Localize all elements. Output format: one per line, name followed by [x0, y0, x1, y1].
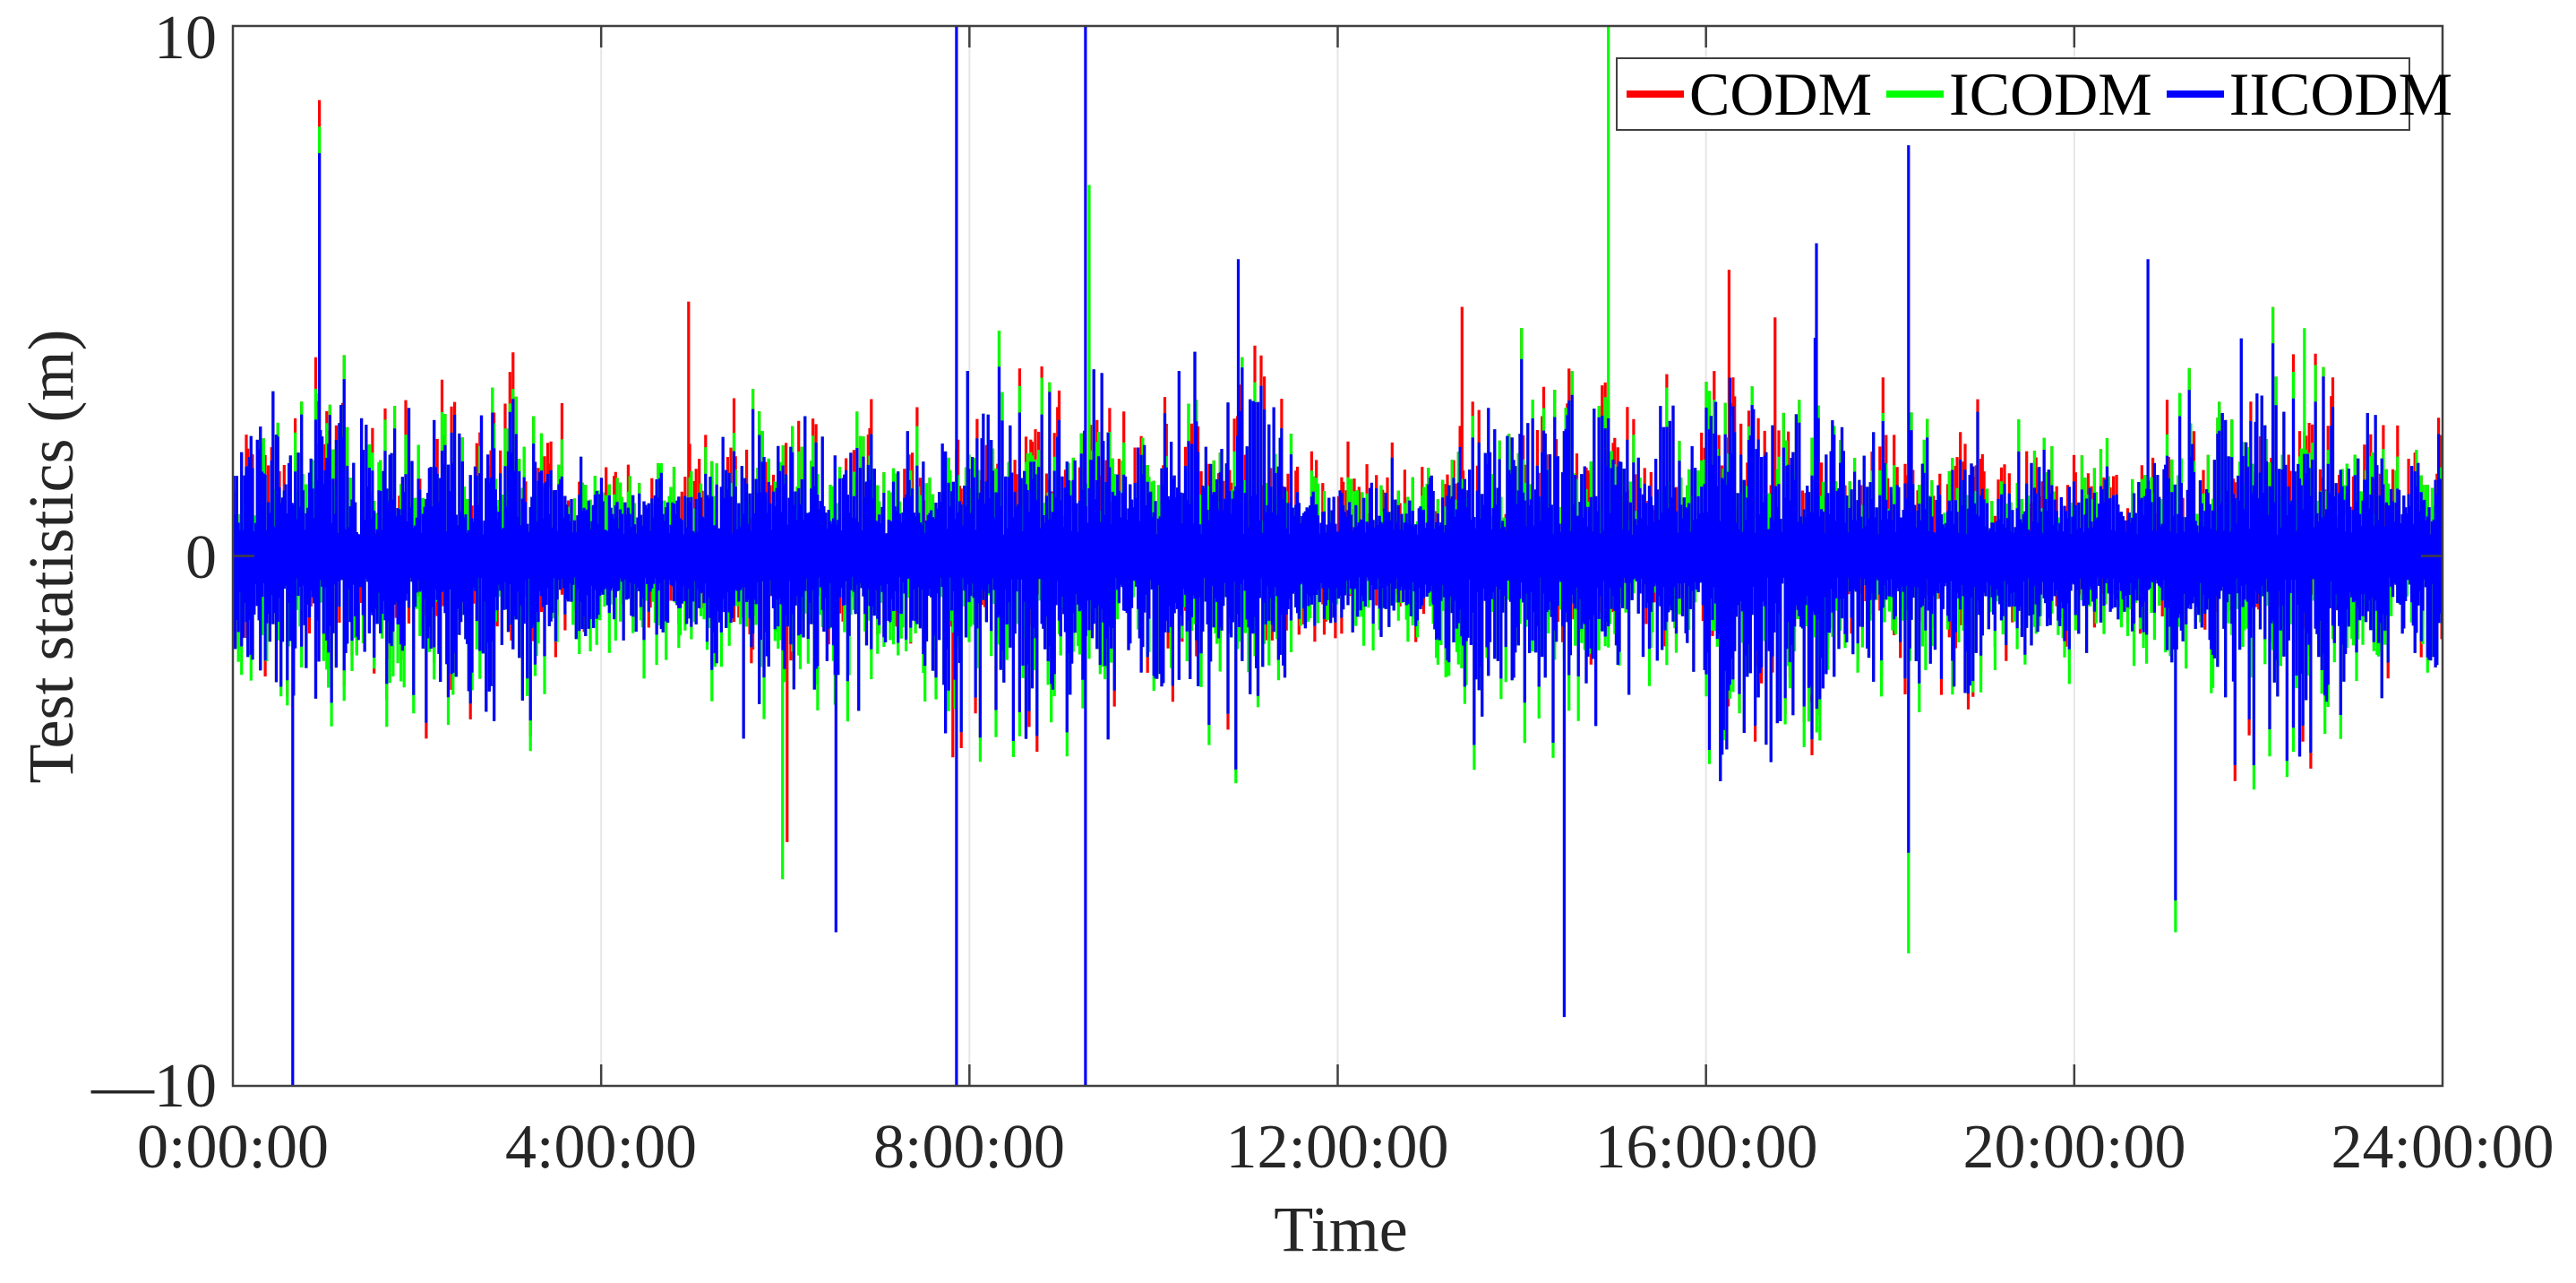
xtick-label-20: 20:00:00 — [1962, 1113, 2186, 1182]
axes-frame — [231, 24, 2444, 1088]
y-axis-label: Test statistics (m) — [15, 329, 87, 784]
legend-swatch-red-line-icon — [1627, 90, 1684, 98]
xtick-label-24: 24:00:00 — [2331, 1113, 2555, 1182]
xtick-label-16: 16:00:00 — [1594, 1113, 1818, 1182]
x-axis-label: Time — [1274, 1193, 1408, 1265]
xtick-label-8: 8:00:00 — [873, 1113, 1065, 1182]
legend-item-iicodm: IICODM — [2166, 60, 2453, 128]
legend: CODM ICODM IICODM — [1616, 57, 2452, 131]
legend-label: CODM — [1689, 60, 1873, 128]
xtick-label-0: 0:00:00 — [137, 1113, 329, 1182]
ytick-label-top: 10 — [154, 4, 217, 73]
legend-swatch-blue-line-icon — [2166, 90, 2224, 98]
legend-label: ICODM — [1949, 60, 2152, 128]
legend-item-codm: CODM — [1627, 64, 1872, 125]
xtick-label-4: 4:00:00 — [505, 1113, 697, 1182]
xtick-label-12: 12:00:00 — [1225, 1113, 1449, 1182]
legend-swatch-green-line-icon — [1886, 90, 1945, 98]
ytick-label-mid: 0 — [185, 523, 217, 592]
legend-label: IICODM — [2228, 60, 2453, 128]
ytick-label-bottom: —10 — [91, 1052, 217, 1121]
legend-item-icodm: ICODM — [1886, 64, 2152, 125]
